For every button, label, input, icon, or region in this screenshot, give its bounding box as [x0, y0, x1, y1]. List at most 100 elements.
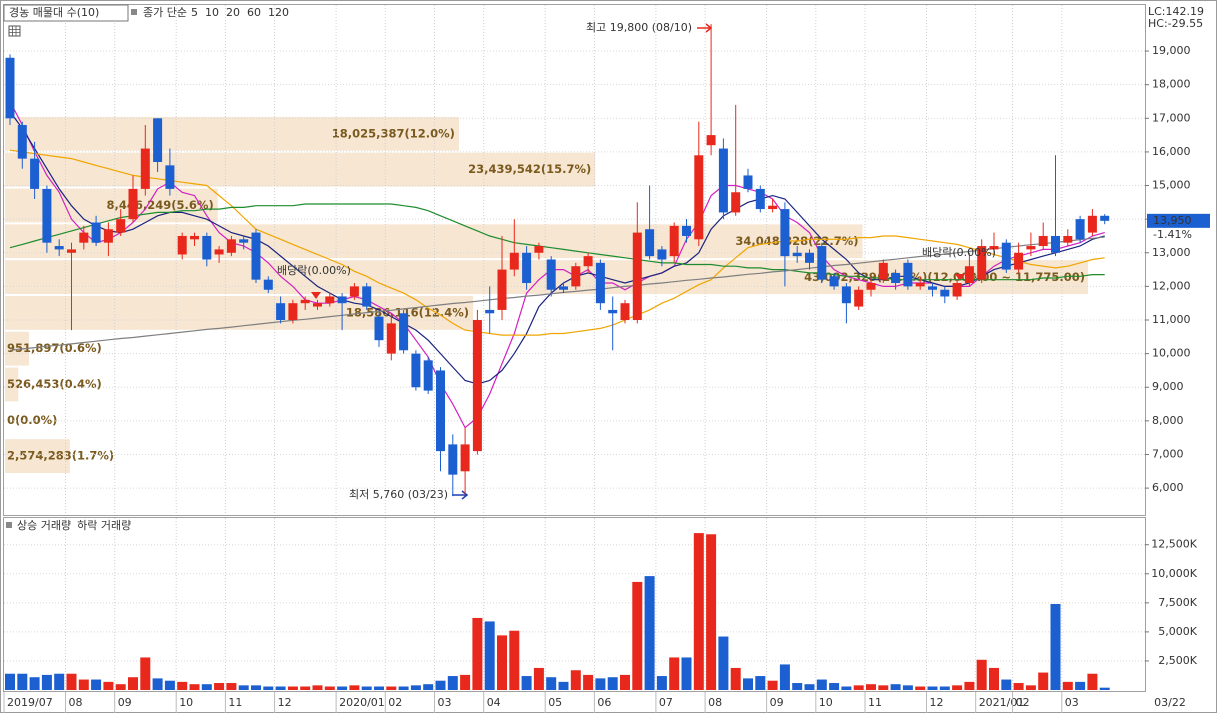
candle-body [202, 235, 212, 260]
candle-body [239, 239, 249, 243]
candle-body [755, 188, 765, 210]
y-tick-label: 15,000 [1152, 179, 1191, 192]
x-tick-label: 09 [770, 696, 784, 709]
volume-bar [1099, 687, 1110, 690]
candle-body [1075, 219, 1085, 240]
candle-body [276, 303, 286, 321]
candle-body [632, 232, 642, 321]
volume-profile-band [5, 331, 29, 366]
legend-entry: 120 [268, 6, 289, 19]
candle-body [411, 353, 421, 388]
x-tick-label: 02 [388, 696, 402, 709]
last-date: 03/22 [1154, 696, 1186, 709]
volume-bar [509, 630, 520, 690]
volume-bar [730, 667, 741, 690]
volume-bar [853, 685, 864, 690]
candle-body [891, 272, 901, 284]
volume-bar [189, 684, 200, 690]
volume-profile-label: 2,574,283(1.7%) [7, 449, 114, 463]
volume-bar [435, 680, 446, 690]
x-tick-label: 03 [438, 696, 452, 709]
lc-label: LC:142.19 [1148, 5, 1204, 18]
candle-body [472, 320, 482, 452]
volume-bar [841, 686, 852, 690]
volume-legend-entry: 하락 거래량 [77, 518, 131, 532]
volume-bar [484, 621, 495, 690]
volume-bar [1075, 681, 1086, 690]
volume-profile-band [5, 152, 596, 187]
candle-body [817, 246, 827, 280]
volume-bar [1001, 679, 1012, 690]
x-tick-label: 08 [69, 696, 83, 709]
candle-body [977, 246, 987, 280]
volume-legend-marker [6, 522, 12, 528]
candle-body [1087, 215, 1097, 233]
volume-bar [902, 685, 913, 690]
candle-body [1014, 252, 1024, 270]
candle-body [657, 249, 667, 260]
candle-body [325, 296, 335, 304]
volume-bar [570, 670, 581, 690]
candle-body [226, 239, 236, 253]
legend-marker [131, 9, 137, 15]
y-tick-label: 6,000 [1152, 481, 1184, 494]
y-tick-label: 7,500K [1158, 596, 1197, 609]
volume-bar [669, 657, 680, 690]
candle-body [436, 370, 445, 452]
volume-bar [410, 685, 421, 690]
volume-bar [1050, 604, 1061, 690]
candle-body [866, 283, 876, 290]
volume-bar [361, 686, 372, 690]
volume-bar [287, 686, 298, 690]
candle-body [165, 165, 175, 189]
moving-average-line [9, 149, 1105, 336]
volume-bar [374, 686, 384, 690]
volume-bar [533, 667, 544, 690]
candle-body [571, 266, 581, 287]
volume-bar [423, 684, 434, 690]
volume-bar [521, 676, 532, 690]
volume-bar [201, 684, 212, 690]
volume-bar [964, 681, 975, 690]
x-tick-label: 2020/01 [339, 696, 385, 709]
volume-bar [1013, 683, 1024, 690]
y-tick-label: 10,000K [1151, 567, 1197, 580]
volume-bar [976, 659, 987, 690]
grid-icon [8, 25, 21, 37]
volume-bar [1062, 681, 1073, 690]
x-tick-label: 06 [597, 696, 611, 709]
volume-bar [546, 677, 557, 690]
y-tick-label: 18,000 [1152, 78, 1191, 91]
candle-body [522, 252, 532, 284]
candle-body [386, 323, 396, 354]
volume-profile-label: 23,439,542(15.7%) [468, 162, 591, 176]
volume-bar [890, 684, 901, 690]
volume-bar [115, 684, 126, 690]
candle-body [559, 286, 568, 290]
volume-bar [275, 686, 286, 690]
volume-bar [226, 683, 237, 690]
candle-body [116, 219, 126, 233]
volume-bar [398, 686, 409, 690]
candle-body [805, 252, 814, 263]
candle-body [263, 279, 273, 290]
volume-bar [140, 657, 151, 690]
y-tick-label: 12,000 [1152, 279, 1191, 292]
volume-bar [164, 680, 175, 690]
volume-bar [460, 674, 471, 690]
y-tick-label: 12,500K [1151, 538, 1197, 551]
candle-body [928, 286, 937, 290]
candle-body [1063, 235, 1073, 243]
hc-label: HC:-29.55 [1148, 17, 1203, 30]
annotation: 최저 5,760 (03/23) [349, 488, 448, 501]
volume-bar [939, 686, 950, 690]
volume-bar [349, 685, 360, 690]
volume-bar [989, 667, 999, 690]
candle-body [669, 225, 679, 257]
volume-bar [866, 684, 876, 690]
x-tick-label: 11 [868, 696, 882, 709]
candle-body [829, 276, 839, 287]
candle-body [743, 175, 753, 189]
